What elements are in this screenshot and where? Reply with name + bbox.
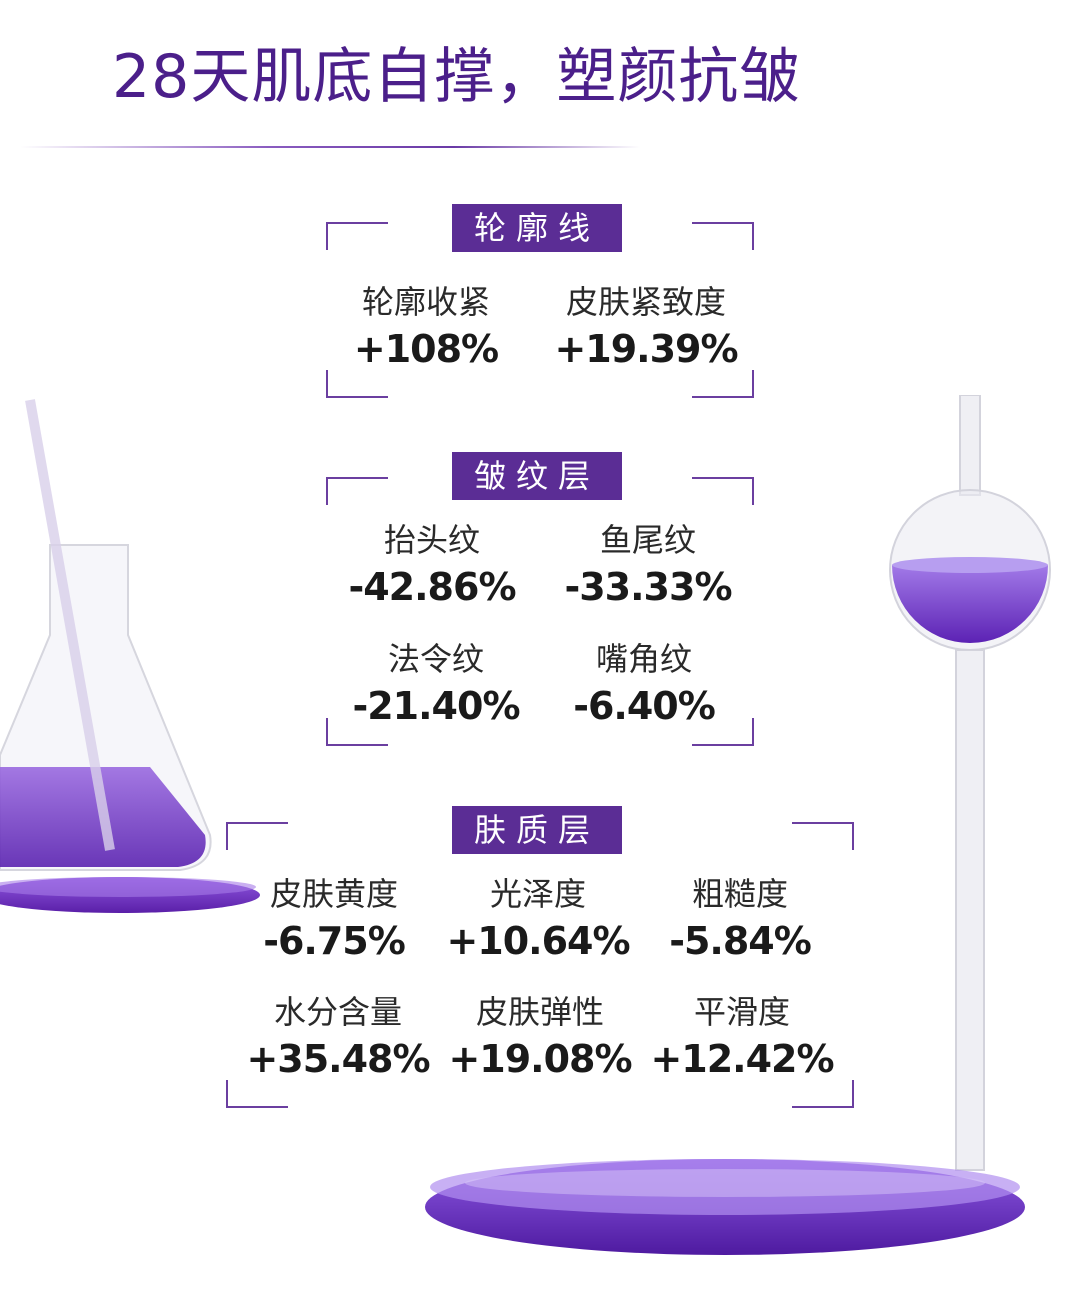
frame-corner <box>692 718 754 746</box>
metric-name: 皮肤弹性 <box>475 993 604 1031</box>
metric-name: 皮肤黄度 <box>269 875 398 913</box>
metric-value: +10.64% <box>446 919 630 963</box>
frame-corner <box>792 1080 854 1108</box>
metric-value: +35.48% <box>246 1037 430 1081</box>
metric-card: 粗糙度 -5.84% <box>640 872 840 966</box>
frame-corner <box>226 1080 288 1108</box>
metric-card: 皮肤黄度 -6.75% <box>234 872 434 966</box>
metric-value: -21.40% <box>352 684 520 728</box>
metric-value: +12.42% <box>650 1037 834 1081</box>
frame-corner <box>692 222 754 250</box>
metric-name: 粗糙度 <box>691 875 788 913</box>
metric-card: 轮廓收紧 +108% <box>326 280 526 374</box>
frame-corner <box>792 822 854 850</box>
metric-name: 光泽度 <box>489 875 586 913</box>
metric-card: 平滑度 +12.42% <box>642 990 842 1084</box>
metric-card: 水分含量 +35.48% <box>238 990 438 1084</box>
metric-card: 皮肤紧致度 +19.39% <box>546 280 746 374</box>
metric-value: +19.39% <box>554 327 738 371</box>
metric-value: +108% <box>353 327 499 371</box>
metric-name: 平滑度 <box>693 993 790 1031</box>
metric-value: -6.75% <box>263 919 406 963</box>
metric-card: 皮肤弹性 +19.08% <box>440 990 640 1084</box>
metric-card: 抬头纹 -42.86% <box>332 518 532 612</box>
flask-icon <box>0 399 260 913</box>
metric-value: -42.86% <box>348 565 516 609</box>
metric-name: 水分含量 <box>273 993 402 1031</box>
frame-corner <box>226 822 288 850</box>
metric-name: 抬头纹 <box>383 521 480 559</box>
frame-corner <box>692 477 754 505</box>
page-title: 28天肌底自撑，塑颜抗皱 <box>112 42 801 112</box>
metric-name: 轮廓收紧 <box>361 283 490 321</box>
section-label-skin: 肤质层 <box>452 806 622 854</box>
title-divider <box>20 146 640 148</box>
frame-corner <box>326 477 388 505</box>
metric-name: 皮肤紧致度 <box>565 283 726 321</box>
metric-card: 鱼尾纹 -33.33% <box>548 518 748 612</box>
frame-corner <box>326 718 388 746</box>
section-label-wrinkle: 皱纹层 <box>452 452 622 500</box>
metric-value: -6.40% <box>573 684 716 728</box>
metric-value: +19.08% <box>448 1037 632 1081</box>
round-flask-icon <box>889 395 1051 1171</box>
metric-card: 光泽度 +10.64% <box>438 872 638 966</box>
metric-value: -33.33% <box>564 565 732 609</box>
metric-value: -5.84% <box>669 919 812 963</box>
metric-name: 法令纹 <box>387 640 484 678</box>
purple-disc-icon <box>425 1159 1025 1255</box>
section-label-contour: 轮廓线 <box>452 204 622 252</box>
metric-card: 嘴角纹 -6.40% <box>544 637 744 731</box>
metric-name: 嘴角纹 <box>595 640 692 678</box>
metric-name: 鱼尾纹 <box>599 521 696 559</box>
frame-corner <box>326 370 388 398</box>
frame-corner <box>692 370 754 398</box>
metric-card: 法令纹 -21.40% <box>336 637 536 731</box>
frame-corner <box>326 222 388 250</box>
